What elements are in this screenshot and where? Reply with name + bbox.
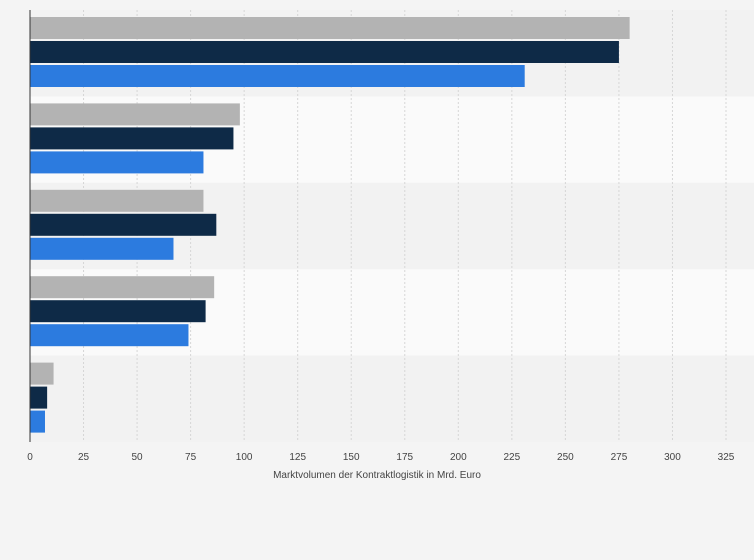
bar[interactable] [30,237,174,260]
bar[interactable] [30,276,215,299]
x-tick-label: 125 [289,452,306,463]
x-tick-label: 225 [504,452,521,463]
x-tick-label: 150 [343,452,360,463]
x-tick-label: 275 [611,452,628,463]
bar[interactable] [30,151,204,174]
category-band [30,355,754,442]
bar[interactable] [30,324,189,347]
x-axis-title: Marktvolumen der Kontraktlogistik in Mrd… [273,470,481,481]
x-tick-label: 0 [27,452,33,463]
bar[interactable] [30,213,217,236]
category-bands [30,10,754,442]
bar[interactable] [30,17,630,39]
x-tick-label: 175 [396,452,413,463]
x-tick-label: 75 [185,452,197,463]
bar[interactable] [30,300,206,323]
bar[interactable] [30,41,619,63]
x-tick-label: 50 [132,452,144,463]
x-tick-label: 200 [450,452,467,463]
bar[interactable] [30,189,204,212]
x-tick-label: 100 [236,452,253,463]
x-tick-labels: 0 25 50 75 100 125 150 175 200 225 250 275 300 325 [27,452,735,463]
bar[interactable] [30,362,54,385]
bar[interactable] [30,127,234,150]
x-tick-label: 250 [557,452,574,463]
x-tick-label: 300 [664,452,681,463]
x-tick-label: 25 [78,452,90,463]
x-tick-label: 325 [718,452,735,463]
bars [30,17,630,433]
bar[interactable] [30,103,240,126]
bar[interactable] [30,65,525,87]
bar[interactable] [30,386,48,409]
bar[interactable] [30,410,45,433]
